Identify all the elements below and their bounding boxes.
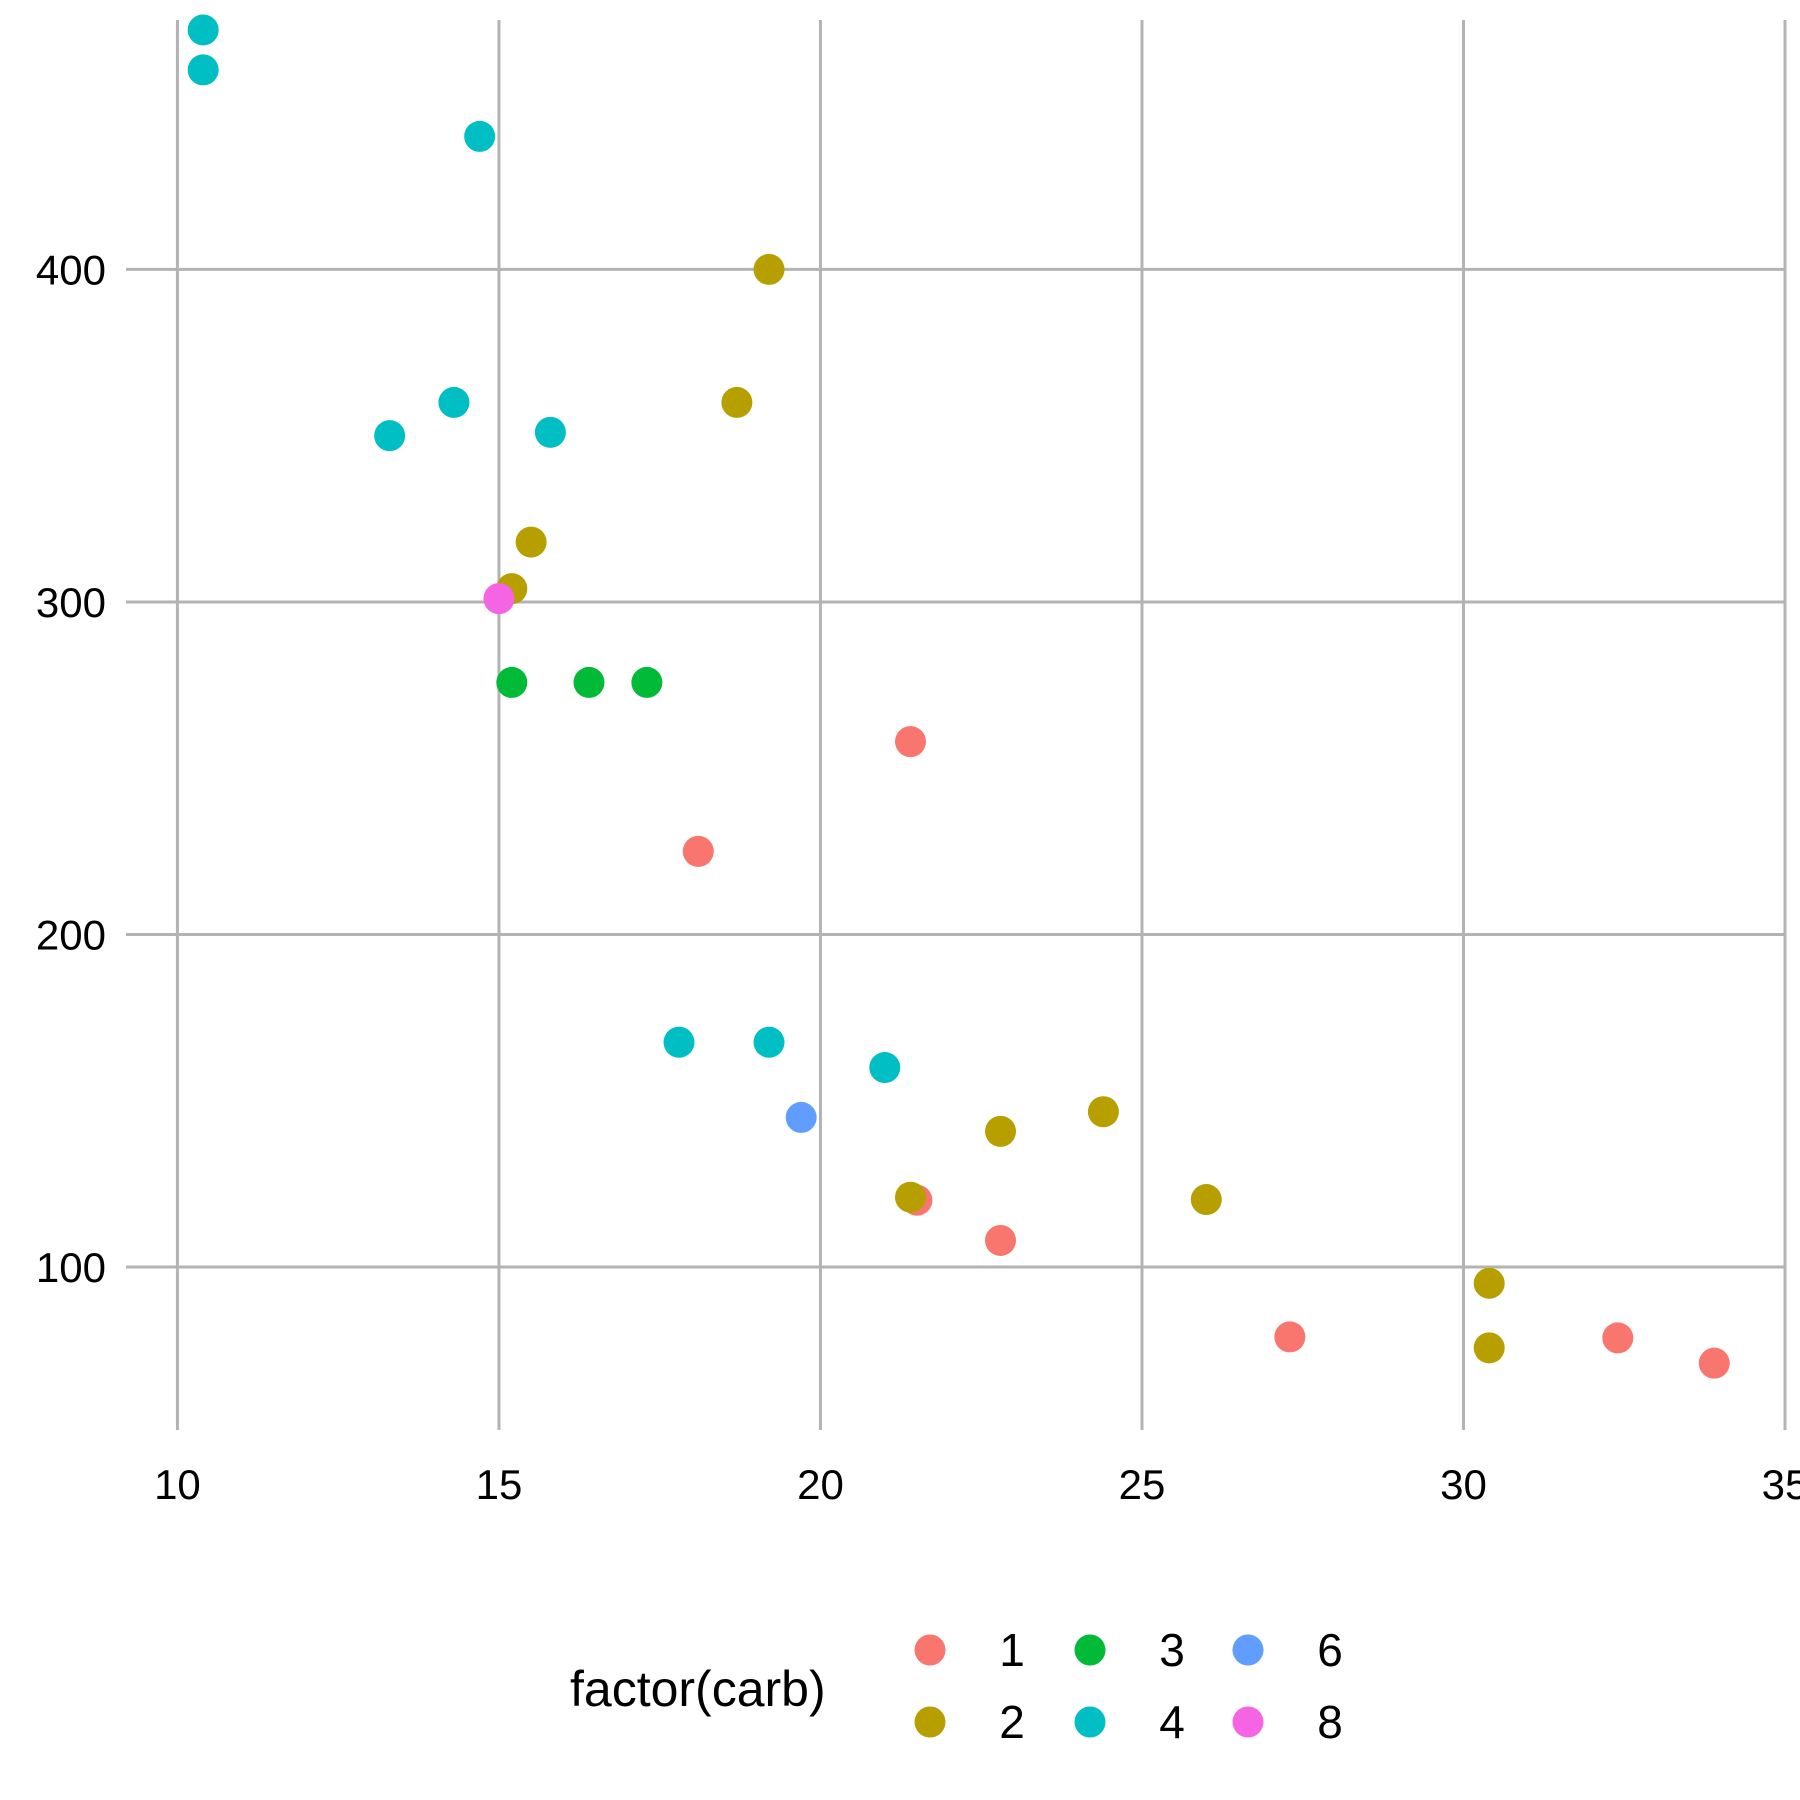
data-point-carb-2 (721, 386, 753, 418)
data-point-carb-2 (985, 1115, 1017, 1147)
legend-items: 1 2 3 4 6 8 (914, 1624, 1343, 1748)
data-point-carb-3 (496, 666, 528, 698)
y-tick-label: 200 (36, 912, 106, 959)
data-point-carb-3 (631, 666, 663, 698)
data-point-carb-4 (187, 54, 219, 86)
data-point-carb-1 (1274, 1321, 1306, 1353)
data-point-carb-2 (894, 1181, 926, 1213)
x-tick-label: 25 (1119, 1461, 1166, 1508)
data-point-carb-3 (573, 666, 605, 698)
data-point-carb-2 (1087, 1096, 1119, 1128)
legend-key-2 (914, 1706, 946, 1738)
data-point-carb-4 (187, 14, 219, 46)
legend: factor(carb) 1 2 3 4 6 8 (570, 1624, 1343, 1748)
data-point-carb-4 (869, 1052, 901, 1084)
x-tick-label: 20 (797, 1461, 844, 1508)
y-tick-label: 100 (36, 1244, 106, 1291)
x-tick-label: 10 (154, 1461, 201, 1508)
data-point-carb-4 (663, 1026, 695, 1058)
legend-key-8 (1232, 1706, 1264, 1738)
legend-label: 2 (999, 1696, 1025, 1748)
data-point-carb-4 (374, 420, 406, 452)
data-point-carb-2 (1473, 1267, 1505, 1299)
legend-label: 8 (1317, 1696, 1343, 1748)
data-point-carb-1 (1602, 1322, 1634, 1354)
data-point-carb-2 (1473, 1332, 1505, 1364)
legend-label: 1 (999, 1624, 1025, 1676)
data-point-carb-1 (894, 726, 926, 758)
axis-tick-labels: 10 15 20 25 30 35 100 200 300 400 (36, 246, 1800, 1508)
data-point-carb-4 (464, 120, 496, 152)
data-points (187, 14, 1730, 1379)
x-tick-label: 30 (1440, 1461, 1487, 1508)
data-point-carb-2 (1190, 1184, 1222, 1216)
data-point-carb-2 (753, 253, 785, 285)
data-point-carb-8 (483, 583, 515, 615)
x-tick-label: 15 (476, 1461, 523, 1508)
x-tick-label: 35 (1762, 1461, 1800, 1508)
legend-label: 3 (1159, 1624, 1185, 1676)
legend-key-6 (1232, 1634, 1264, 1666)
data-point-carb-4 (438, 386, 470, 418)
data-point-carb-4 (534, 416, 566, 448)
grid-lines (126, 20, 1787, 1430)
legend-title: factor(carb) (570, 1661, 826, 1717)
legend-key-3 (1074, 1634, 1106, 1666)
data-point-carb-4 (753, 1026, 785, 1058)
data-point-carb-2 (515, 526, 547, 558)
y-tick-label: 300 (36, 579, 106, 626)
data-point-carb-1 (985, 1224, 1017, 1256)
data-point-carb-1 (1698, 1347, 1730, 1379)
legend-key-4 (1074, 1706, 1106, 1738)
legend-label: 6 (1317, 1624, 1343, 1676)
y-tick-label: 400 (36, 246, 106, 293)
legend-key-1 (914, 1634, 946, 1666)
data-point-carb-6 (785, 1101, 817, 1133)
data-point-carb-1 (682, 835, 714, 867)
legend-label: 4 (1159, 1696, 1185, 1748)
